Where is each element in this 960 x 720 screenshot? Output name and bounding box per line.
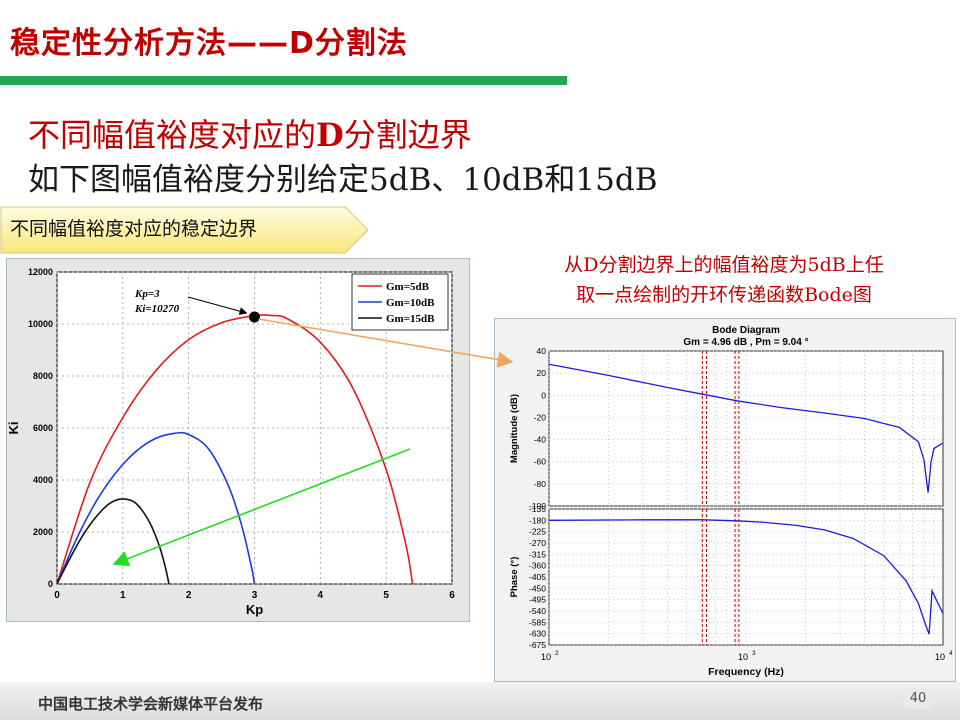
d-chart-series-gm15db <box>56 498 170 585</box>
bode-phase-ytick-label: -180 <box>529 515 546 525</box>
direction-arrow-green <box>112 448 411 567</box>
bode-phase-ylabel: Phase (°) <box>509 557 520 598</box>
bode-xtick-label: 10 <box>738 652 748 662</box>
d-chart-xtick-label: 3 <box>252 590 258 601</box>
d-chart-ytick-label: 8000 <box>33 371 53 381</box>
bode-subtitle: Gm = 4.96 dB , Pm = 9.04 ° <box>683 337 808 348</box>
d-chart-series-gm5db <box>56 314 414 585</box>
d-chart-legend: Gm=5dB Gm=10dB Gm=15dB <box>351 273 449 331</box>
bode-magnitude-ytick-label: -60 <box>534 457 547 467</box>
d-chart-annotation-kp: Kp=3 <box>134 288 160 300</box>
connector-arrow-orange <box>258 318 514 368</box>
bode-magnitude-ylabel: Magnitude (dB) <box>509 394 520 463</box>
bode-magnitude-ytick-label: -40 <box>534 435 547 445</box>
subheading-line: 如下图幅值裕度分别给定5dB、10dB和15dB <box>28 162 658 198</box>
bode-phase-ytick-label: -495 <box>529 595 546 605</box>
d-chart-ytick-label: 2000 <box>33 527 53 537</box>
bode-magnitude-ytick-label: -80 <box>534 479 547 489</box>
d-chart-ytick-label: 6000 <box>33 423 53 433</box>
bode-phase-ytick-label: -585 <box>529 617 546 627</box>
bode-phase-ytick-label: -630 <box>529 629 546 639</box>
bode-xtick-group: 10 3 <box>738 650 756 662</box>
callout-label: 不同幅值裕度对应的稳定边界 <box>10 218 258 240</box>
d-chart-selected-point <box>249 311 260 323</box>
bode-magnitude-ytick-label: 40 <box>537 346 547 356</box>
bode-phase-ytick-label: -135 <box>529 504 546 514</box>
d-chart-xtick-label: 2 <box>186 590 192 601</box>
bode-phase-ytick-label: -270 <box>529 538 546 548</box>
heading-pre: 不同幅值裕度对应的 <box>28 116 317 154</box>
bode-phase-grid <box>548 508 943 646</box>
bode-magnitude-grid <box>548 350 943 507</box>
d-chart-ytick-label: 10000 <box>28 319 53 329</box>
bode-note-line1: 从D分割边界上的幅值裕度为5dB上任 <box>564 254 884 276</box>
d-chart-legend-label: Gm=5dB <box>386 281 430 293</box>
title-underline <box>0 76 567 85</box>
bode-xtick-group: 10 2 <box>541 650 559 662</box>
bode-xtick-exponent: 4 <box>949 650 953 657</box>
footer-publisher: 中国电工技术学会新媒体平台发布 <box>38 695 264 713</box>
d-chart-xtick-label: 4 <box>318 590 324 601</box>
bode-xtick-group: 10 4 <box>935 650 953 662</box>
d-chart-xtick-label: 0 <box>54 590 60 601</box>
bode-magnitude-ytick-label: -100 <box>529 501 546 511</box>
bode-xtick-label: 10 <box>541 652 551 662</box>
d-chart-xlabel: Kp <box>246 602 263 617</box>
bode-note-line2: 取一点绘制的开环传递函数Bode图 <box>576 284 872 306</box>
bode-magnitude-ytick-label: 20 <box>537 368 547 378</box>
bode-magnitude-curve <box>548 363 944 493</box>
bode-phase-ytick-label: -360 <box>529 561 546 571</box>
bode-xtick-label: 10 <box>935 652 945 662</box>
heading-bold: D <box>316 116 344 154</box>
d-chart-ytick-label: 0 <box>48 579 53 589</box>
bode-magnitude-ytick-label: 0 <box>541 390 546 400</box>
page-number: 40 <box>902 688 934 710</box>
d-chart-series-gm10db <box>56 431 256 585</box>
d-chart-legend-label: Gm=10dB <box>386 297 435 309</box>
d-chart-ytick-label: 4000 <box>33 475 53 485</box>
bode-phase-ytick-label: -225 <box>529 527 546 537</box>
d-chart-annotation-arrow <box>187 296 248 315</box>
slide-title: 稳定性分析方法——D分割法 <box>10 26 408 61</box>
d-chart-annotation-ki: Ki=10270 <box>134 303 180 315</box>
bode-magnitude-plot-area <box>548 350 944 507</box>
d-chart-ytick-label: 12000 <box>28 267 53 277</box>
d-chart-xtick-label: 6 <box>449 590 455 601</box>
heading-post: 分割边界 <box>343 116 472 154</box>
bode-phase-ytick-label: -315 <box>529 549 546 559</box>
d-chart-xtick-label: 1 <box>120 590 126 601</box>
bode-phase-ytick-label: -450 <box>529 583 546 593</box>
bode-note: 从D分割边界上的幅值裕度为5dB上任 取一点绘制的开环传递函数Bode图 <box>498 250 950 310</box>
d-chart-ylabel: Ki <box>6 422 21 435</box>
callout-arrow-shape <box>0 206 369 254</box>
bode-phase-ytick-label: -675 <box>529 640 546 650</box>
bode-phase-ytick-label: -540 <box>529 606 546 616</box>
d-chart-xtick-label: 5 <box>383 590 389 601</box>
footer-bar <box>0 682 960 720</box>
heading-line: 不同幅值裕度对应的D分割边界 <box>28 110 472 156</box>
d-chart-legend-label: Gm=15dB <box>386 313 435 325</box>
bode-xtick-exponent: 2 <box>555 650 559 657</box>
bode-xtick-exponent: 3 <box>752 650 756 657</box>
bode-phase-ytick-label: -405 <box>529 572 546 582</box>
bode-magnitude-ytick-label: -20 <box>534 412 547 422</box>
bode-title: Bode Diagram <box>712 325 780 336</box>
bode-phase-curve <box>548 519 944 635</box>
bode-xlabel: Frequency (Hz) <box>708 666 784 678</box>
